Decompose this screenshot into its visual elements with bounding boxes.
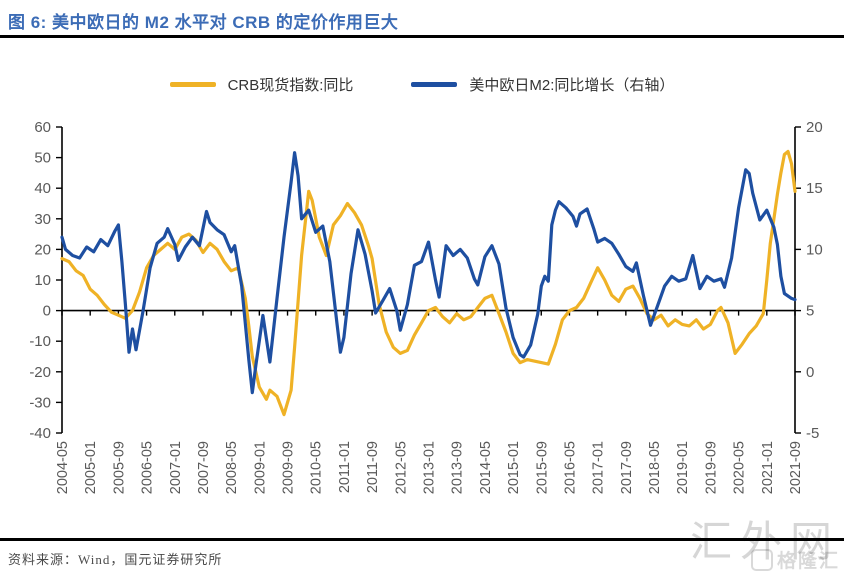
left-axis-label: -10 [29, 333, 51, 350]
x-axis-label: 2010-05 [309, 441, 325, 494]
x-axis-label: 2015-01 [506, 441, 522, 494]
x-axis-label: 2012-05 [393, 441, 409, 494]
x-axis-label: 2019-09 [703, 441, 719, 494]
x-axis-label: 2021-01 [760, 441, 776, 494]
source-divider [0, 538, 844, 541]
right-axis-label: 0 [806, 364, 814, 381]
x-axis-label: 2018-05 [647, 441, 663, 494]
x-axis-label: 2013-01 [422, 441, 438, 494]
x-axis-label: 2016-05 [562, 441, 578, 494]
x-axis-label: 2017-09 [619, 441, 635, 494]
source-text: 资料来源：Wind，国元证券研究所 [8, 552, 223, 567]
legend-item-crb: CRB现货指数:同比 [169, 74, 354, 95]
legend-label-m2: 美中欧日M2:同比增长（右轴） [469, 77, 675, 94]
figure-title: 图 6: 美中欧日的 M2 水平对 CRB 的定价作用巨大 [8, 13, 399, 32]
left-axis-label: 30 [34, 211, 51, 228]
left-axis-label: 40 [34, 180, 51, 197]
left-axis-label: 10 [34, 272, 51, 289]
title-underline [0, 35, 844, 38]
crb-series-line [60, 149, 797, 417]
x-axis-label: 2005-01 [83, 441, 99, 494]
right-axis-label: 5 [806, 303, 814, 320]
x-axis-label: 2015-09 [534, 441, 550, 494]
legend-label-crb: CRB现货指数:同比 [227, 77, 354, 94]
x-axis-label: 2009-01 [252, 441, 268, 494]
left-axis-label: -30 [29, 394, 51, 411]
right-axis-label: 15 [806, 180, 823, 197]
x-axis-label: 2004-05 [55, 441, 71, 494]
m2-line-swatch [411, 82, 458, 87]
x-axis-label: 2005-09 [111, 441, 127, 494]
x-axis-label: 2011-01 [337, 441, 353, 493]
x-axis-label: 2017-01 [591, 441, 607, 494]
right-axis-label: -5 [806, 425, 819, 442]
m2-series-line [60, 151, 797, 395]
left-axis-label: 0 [43, 303, 51, 320]
x-axis-label: 2014-05 [478, 441, 494, 494]
x-axis-label: 2007-09 [196, 441, 212, 494]
left-axis-label: 60 [34, 119, 51, 136]
right-axis-label: 10 [806, 241, 823, 258]
x-axis-label: 2008-05 [224, 441, 240, 494]
right-axis-label: 20 [806, 119, 823, 136]
x-axis-label: 2006-05 [140, 441, 156, 494]
x-axis-label: 2020-05 [732, 441, 748, 494]
x-axis-label: 2019-01 [675, 441, 691, 494]
x-axis-label: 2009-09 [281, 441, 297, 494]
x-axis-label: 2011-09 [365, 441, 381, 493]
left-axis-label: -20 [29, 364, 51, 381]
x-axis-label: 2013-09 [450, 441, 466, 494]
left-axis-label: -40 [29, 425, 51, 442]
left-axis-label: 20 [34, 241, 51, 258]
crb-line-swatch [169, 82, 216, 87]
x-axis-label: 2021-09 [788, 441, 804, 494]
chart-legend: CRB现货指数:同比 美中欧日M2:同比增长（右轴） [0, 74, 844, 95]
x-axis-label: 2007-01 [168, 441, 184, 494]
legend-item-m2: 美中欧日M2:同比增长（右轴） [411, 74, 674, 95]
left-axis-label: 50 [34, 150, 51, 167]
